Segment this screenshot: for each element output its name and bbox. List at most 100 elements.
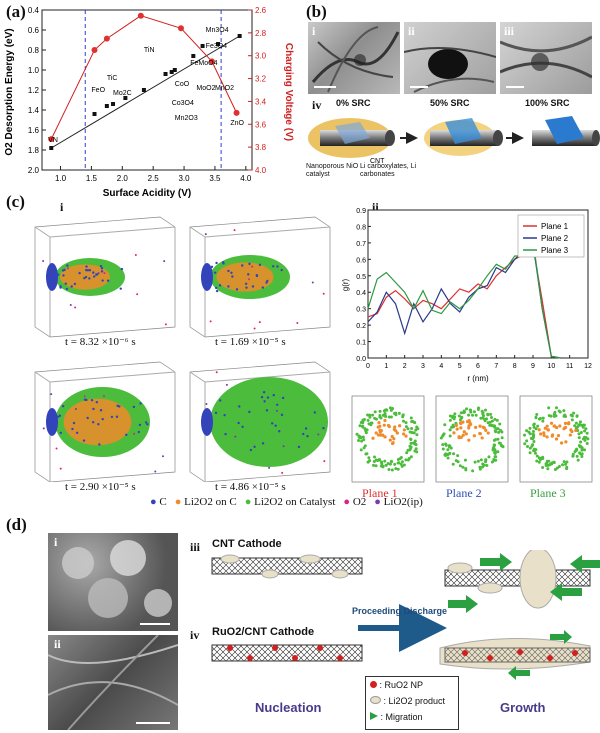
x-tick-label-c: 1	[384, 363, 388, 370]
proceeding-discharge-label: Proceeding Discharge	[352, 606, 448, 616]
y-tick-label-right-a: 2.6	[255, 6, 267, 15]
plane-snapshot-2	[435, 395, 509, 483]
panel-d-label: (d)	[6, 515, 27, 534]
md-snapshot-1	[34, 216, 176, 338]
voltage-point	[48, 136, 55, 143]
x-tick-label-c: 5	[458, 363, 462, 370]
sub-label-b-iii: iii	[504, 24, 515, 38]
y-tick-label-left-a: 0.4	[28, 6, 40, 15]
sub-label-b-ii: ii	[408, 24, 415, 38]
plane-label-1: Plane 1	[362, 486, 398, 500]
cnt-tube-iii-nucleation	[211, 557, 363, 575]
src-schematic: CNT	[308, 116, 600, 165]
point-annotation: FeO	[91, 87, 105, 94]
point-annotation: FeMoO4	[190, 60, 217, 67]
desorption-point	[172, 68, 177, 72]
desorption-point	[216, 42, 221, 46]
carbonates-label: Li carboxylates, Li carbonates	[360, 163, 417, 178]
y-tick-label-c: 0.2	[356, 323, 366, 330]
ruo2-cathode-title: RuO2/CNT Cathode	[212, 626, 315, 638]
sub-label-d-iii: iii	[190, 540, 201, 554]
y-tick-label-left-a: 1.8	[28, 146, 40, 155]
schematic-legend: : RuO2 NP : Li2O2 product : Migration	[365, 676, 459, 730]
desorption-point	[237, 34, 242, 38]
desorption-point	[104, 104, 109, 108]
time-label-1: t = 8.32 ×10⁻⁶ s	[65, 336, 136, 348]
voltage-point	[177, 25, 184, 32]
y-tick-label-left-a: 1.4	[28, 106, 40, 115]
y-tick-label-left-a: 1.0	[28, 66, 40, 75]
desorption-point	[123, 96, 128, 100]
legend-dot-icon: ●	[174, 496, 185, 508]
x-tick-label-a: 3.5	[209, 174, 221, 183]
legend-dot-icon: ●	[374, 496, 384, 508]
discharge-schematic	[211, 550, 600, 680]
plot-area-a	[41, 9, 253, 171]
y-tick-label-left-a: 2.0	[28, 166, 40, 175]
y-tick-label-c: 0.1	[356, 340, 366, 347]
cnt-100	[532, 116, 600, 146]
panel-a-chart: 1.0 1.5 2.0 2.5 3.0 3.5 4.0 0.4 0.6 0.8 1.0 1.2 1.4 1…	[4, 6, 294, 199]
cnt-tube-iv-growth	[444, 647, 591, 663]
y-tick-label-right-a: 3.0	[255, 52, 267, 61]
md-legend-item: ● O2	[343, 496, 367, 508]
y-tick-label-right-a: 3.6	[255, 120, 267, 129]
point-annotation: Mo2C	[113, 90, 132, 97]
x-tick-label-a: 4.0	[240, 174, 252, 183]
voltage-point	[208, 58, 215, 65]
voltage-point	[103, 35, 110, 42]
desorption-point	[141, 88, 146, 92]
voltage-point	[91, 47, 98, 53]
x-tick-label-c: 3	[421, 363, 425, 370]
x-tick-label-a: 1.0	[55, 174, 67, 183]
point-annotation: Mn2O3	[175, 115, 198, 122]
cream-blob-icon	[370, 696, 381, 704]
y-tick-label-right-a: 3.8	[255, 143, 267, 152]
catalyst-label: Nanoporous NiO catalyst	[306, 163, 359, 178]
y-tick-label-c: 0.0	[356, 356, 366, 363]
cnt-50	[424, 118, 503, 156]
growth-label: Growth	[500, 700, 546, 715]
point-annotation: VN	[48, 137, 58, 144]
md-snapshot-4	[189, 361, 331, 482]
point-annotation: ZnO	[230, 120, 244, 127]
state-label-0: 0% SRC	[336, 98, 371, 108]
sub-label-c-i: i	[60, 200, 64, 214]
state-label-50: 50% SRC	[430, 98, 470, 108]
x-tick-label-c: 10	[547, 363, 555, 370]
y-tick-label-c: 0.8	[356, 224, 366, 231]
y-axis-label-left-a: O2 Desorption Energy (eV)	[4, 28, 15, 155]
y-tick-label-left-a: 0.8	[28, 46, 40, 55]
plane-snapshots	[351, 395, 593, 483]
x-axis-label-a: Surface Acidity (V)	[103, 188, 192, 199]
y-tick-label-right-a: 3.2	[255, 75, 267, 84]
point-annotation: TiC	[107, 75, 118, 82]
x-tick-label-c: 6	[476, 363, 480, 370]
sub-label-c-ii: ii	[372, 200, 379, 214]
y-tick-label-left-a: 1.2	[28, 86, 40, 95]
point-annotation: MnO2	[215, 85, 234, 92]
panel-a-label: (a)	[6, 2, 26, 21]
md-legend-item: ● LiO2(ip)	[374, 496, 423, 508]
x-tick-label-c: 7	[494, 363, 498, 370]
desorption-point	[92, 112, 97, 116]
desorption-point	[163, 72, 168, 76]
cnt-cathode-title: CNT Cathode	[212, 538, 282, 550]
sub-label-b-i: i	[312, 24, 316, 38]
legend-dot-icon: ●	[150, 496, 160, 508]
legend-row-migration: : Migration	[370, 712, 423, 722]
y-tick-label-c: 0.3	[356, 307, 366, 314]
md-snapshot-3	[34, 361, 176, 482]
sub-label-d-i: i	[54, 535, 58, 549]
x-tick-label-c: 9	[531, 363, 535, 370]
sem-image-i: i	[48, 533, 178, 631]
x-tick-label-a: 3.0	[178, 174, 190, 183]
legend-dot-icon: ●	[343, 496, 353, 508]
gr-chart: 0 1 2 3 4 5 6 7 8 9 10 11 120.00.10.20.30.40.50.60.7…	[341, 208, 592, 383]
y-tick-label-right-a: 3.4	[255, 97, 267, 106]
md-snapshot-2	[189, 216, 331, 338]
x-tick-label-a: 2.5	[148, 174, 160, 183]
sem-image-ii: ii	[48, 635, 178, 730]
y-axis-label-right-a: Charging Voltage (V)	[283, 43, 294, 141]
x-tick-label-a: 2.0	[117, 174, 129, 183]
